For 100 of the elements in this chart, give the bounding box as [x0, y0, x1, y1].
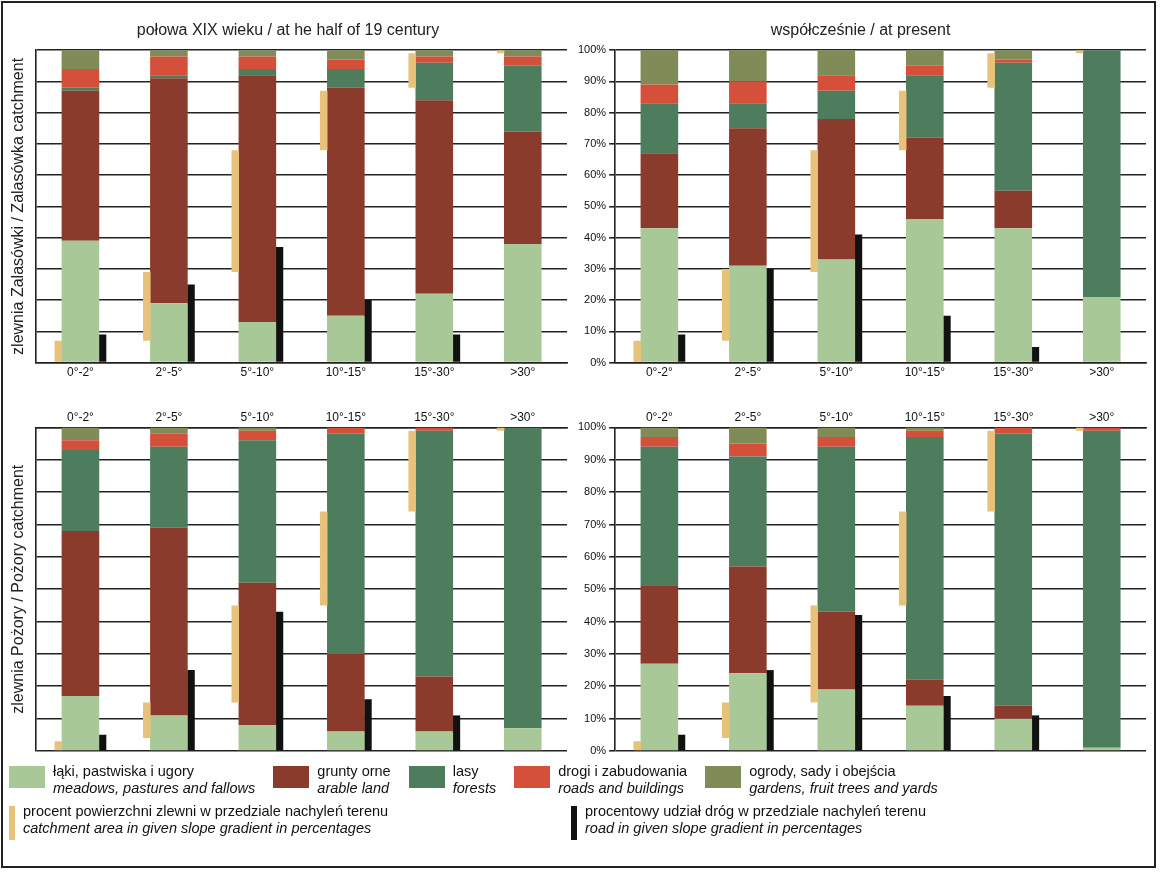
bar [906, 705, 944, 751]
bar [150, 75, 188, 79]
bar [238, 427, 277, 431]
bar [503, 728, 542, 751]
y-tick-label: 100% [577, 420, 607, 433]
bar [729, 265, 767, 362]
bar [906, 50, 944, 66]
chart-title: połowa XIX wieku / at he half of 19 century [136, 21, 440, 39]
bar [452, 334, 461, 362]
bar [817, 689, 856, 751]
x-tick-label: 0°-2° [645, 365, 674, 380]
bar [408, 53, 416, 88]
y-tick-label: 90% [584, 452, 607, 465]
bar [327, 68, 365, 88]
bar [238, 725, 277, 751]
y-tick-label: 40% [584, 614, 607, 627]
y-tick-label: 100% [577, 43, 607, 56]
y-tick-label: 70% [584, 136, 607, 149]
bar [729, 673, 767, 751]
bar [238, 56, 277, 69]
bar [61, 695, 100, 751]
bar [817, 259, 856, 362]
bar [640, 153, 679, 229]
bar [943, 315, 951, 362]
x-tick-label: 5°-10° [240, 365, 275, 380]
bar [327, 731, 365, 751]
bar [640, 446, 679, 586]
x-tick-label: 10°-15° [325, 409, 367, 424]
bar [150, 303, 188, 362]
y-tick-label: 60% [584, 168, 607, 181]
bar [994, 228, 1033, 362]
bar [319, 90, 328, 151]
y-tick-label: 30% [584, 646, 607, 659]
bar [415, 62, 454, 101]
bar [1082, 50, 1121, 297]
bar [98, 734, 107, 751]
bar [327, 315, 365, 362]
bar [61, 68, 100, 88]
bar [150, 427, 188, 434]
bar [817, 437, 856, 447]
x-tick-label: 0°-2° [66, 409, 95, 424]
bar [1082, 430, 1121, 748]
y-tick-label: 10% [584, 324, 607, 337]
bar [150, 527, 188, 716]
bar [238, 68, 277, 76]
bar [633, 340, 642, 362]
bar [906, 679, 944, 706]
bar [327, 59, 365, 69]
bar [61, 530, 100, 696]
bar [906, 218, 944, 362]
legend-label: procentowy udział dróg w przedziale nachyleń terenu road in given slope gradient in percentages [585, 803, 926, 837]
bar [721, 702, 730, 739]
bar [906, 430, 944, 438]
bar [61, 87, 100, 91]
chart-title: współcześnie / at present [769, 21, 951, 39]
y-tick-label: 50% [584, 582, 607, 595]
x-tick-label: 15°-30° [414, 409, 455, 424]
bar [54, 340, 63, 362]
bar [415, 56, 454, 63]
x-tick-label: 5°-10° [240, 409, 275, 424]
bar [994, 427, 1033, 434]
bar [817, 611, 856, 690]
bar [810, 150, 818, 272]
bar [238, 582, 277, 726]
bar [231, 605, 240, 703]
x-tick-label: 10°-15° [325, 365, 367, 380]
bar [994, 50, 1033, 60]
bar [187, 284, 195, 362]
bar [187, 670, 195, 751]
bar [327, 50, 365, 60]
legend-label: łąki, pastwiska i ugory meadows, pastures and fallows [53, 763, 256, 797]
bar [150, 715, 188, 751]
bar [640, 103, 679, 154]
y-axis-title: zlewnia Zalasówki / Zalasówka catchment [9, 57, 27, 355]
bar [906, 75, 944, 138]
bar [327, 87, 365, 316]
x-tick-label: >30° [510, 409, 536, 424]
bar [994, 718, 1033, 751]
y-tick-label: 70% [584, 517, 607, 530]
bar [231, 150, 240, 272]
bar [503, 427, 542, 729]
bar [994, 62, 1033, 191]
bar [503, 65, 542, 132]
bar [319, 511, 328, 606]
bar [729, 566, 767, 674]
y-tick-label: 0% [590, 355, 607, 368]
bar [238, 440, 277, 583]
y-tick-label: 20% [584, 293, 607, 306]
bar [61, 240, 100, 362]
bar [415, 430, 454, 677]
bar [150, 78, 188, 304]
bar [898, 511, 907, 606]
bar [238, 75, 277, 322]
bar [640, 427, 679, 438]
bar [364, 300, 372, 362]
bar [994, 59, 1033, 63]
bar [415, 731, 454, 751]
bar [854, 615, 863, 751]
x-tick-label: 2°-5° [155, 365, 183, 380]
y-tick-label: 10% [584, 711, 607, 724]
